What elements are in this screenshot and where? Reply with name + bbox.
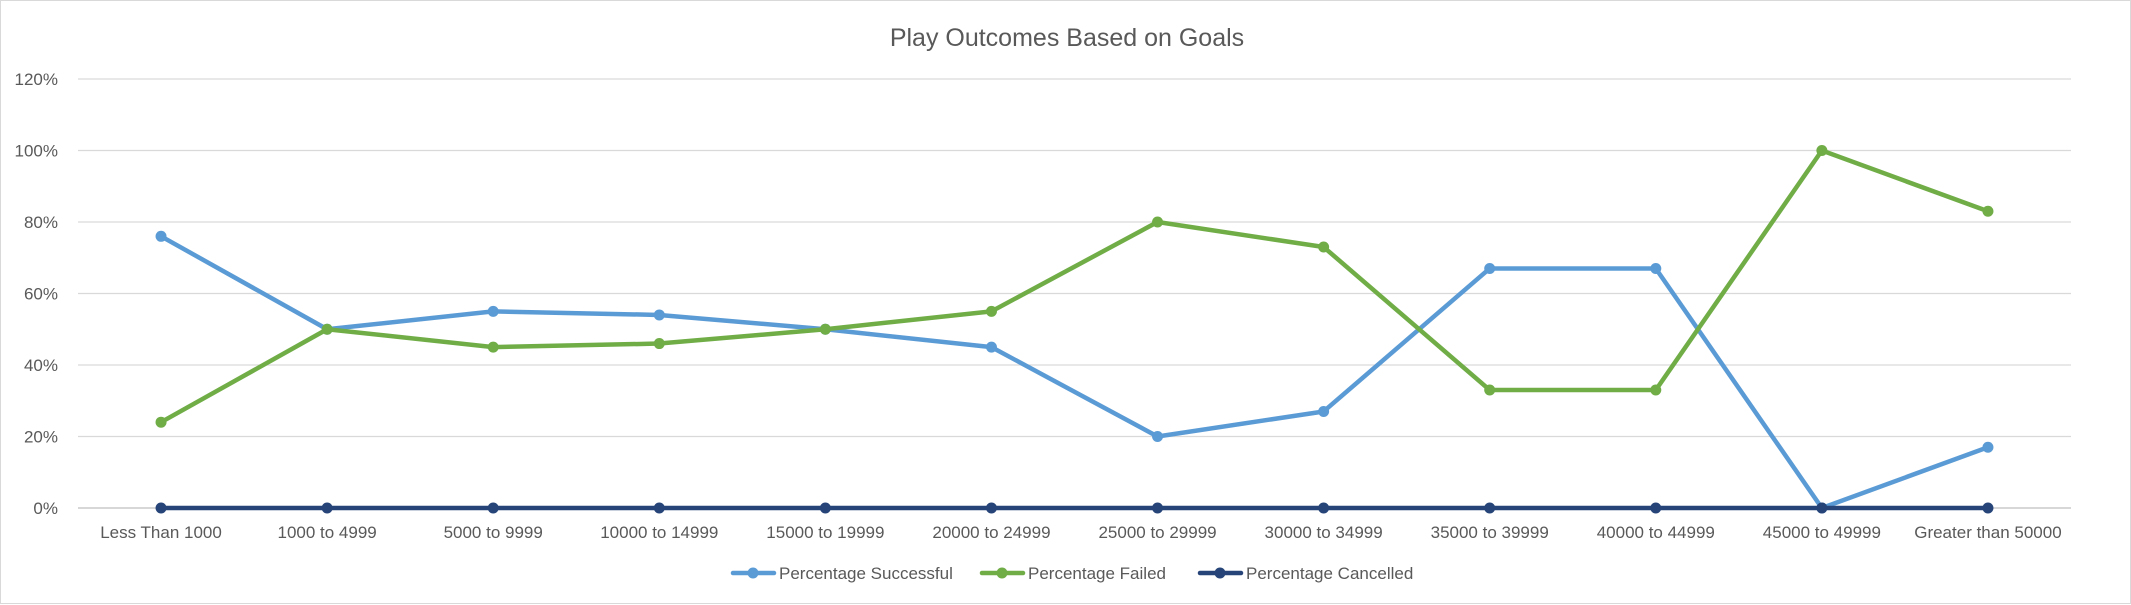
data-point — [321, 323, 333, 335]
data-point — [1982, 205, 1994, 217]
legend-item: Percentage Failed — [979, 564, 1166, 583]
x-tick-label: 5000 to 9999 — [444, 523, 543, 542]
y-tick-label: 100% — [15, 142, 58, 161]
x-tick-label: Less Than 1000 — [100, 523, 222, 542]
data-point — [1152, 431, 1164, 442]
data-point — [1152, 502, 1164, 514]
x-tick-label: 45000 to 49999 — [1763, 523, 1881, 542]
y-axis-ticks: 0% 20% 40% 60% 80% 100% 120% — [15, 70, 58, 518]
data-point — [155, 502, 167, 514]
legend-label: Percentage Successful — [779, 564, 953, 583]
data-point — [819, 323, 831, 335]
data-point — [1650, 262, 1662, 274]
data-point — [321, 502, 333, 514]
chart-title: Play Outcomes Based on Goals — [890, 24, 1244, 52]
legend-item: Percentage Cancelled — [1197, 564, 1413, 583]
data-point — [653, 309, 665, 321]
y-tick-label: 80% — [24, 213, 58, 232]
legend: Percentage Successful Percentage Failed Pe… — [730, 564, 1413, 583]
legend-marker — [1214, 567, 1226, 579]
data-point — [1816, 502, 1828, 514]
x-tick-label: Greater than 50000 — [1914, 523, 2061, 542]
x-tick-label: 10000 to 14999 — [600, 523, 718, 542]
series-group — [155, 230, 1994, 514]
y-tick-label: 40% — [24, 356, 58, 375]
x-tick-label: 25000 to 29999 — [1098, 523, 1216, 542]
data-point — [1152, 216, 1164, 228]
data-point — [1318, 241, 1330, 253]
x-axis-ticks: Less Than 1000 1000 to 4999 5000 to 9999 10… — [100, 523, 2061, 542]
legend-marker — [996, 567, 1008, 579]
legend-label: Percentage Failed — [1028, 564, 1166, 583]
x-tick-label: 35000 to 39999 — [1431, 523, 1549, 542]
series-group — [155, 502, 1994, 514]
legend-item: Percentage Successful — [730, 564, 953, 583]
grid-lines — [78, 78, 2071, 509]
data-point — [487, 502, 499, 514]
x-tick-label: 1000 to 4999 — [277, 523, 376, 542]
data-point — [653, 338, 665, 350]
data-point — [1484, 262, 1496, 274]
data-point — [1650, 502, 1662, 514]
x-tick-label: 20000 to 24999 — [932, 523, 1050, 542]
legend-label: Percentage Cancelled — [1246, 564, 1413, 583]
series-lines — [155, 145, 1994, 514]
series-line — [158, 234, 1991, 511]
y-tick-label: 20% — [24, 428, 58, 447]
data-point — [487, 341, 499, 353]
y-tick-label: 60% — [24, 285, 58, 304]
data-point — [1318, 502, 1330, 514]
data-point — [1982, 441, 1994, 453]
series-line — [158, 148, 1991, 425]
data-point — [985, 305, 997, 317]
data-point — [1982, 502, 1994, 514]
data-point — [1484, 502, 1496, 514]
data-point — [1484, 384, 1496, 396]
series-group — [155, 145, 1994, 428]
data-point — [155, 416, 167, 428]
data-point — [985, 502, 997, 514]
data-point — [1816, 145, 1828, 156]
y-tick-label: 0% — [33, 499, 58, 518]
x-tick-label: 15000 to 19999 — [766, 523, 884, 542]
y-tick-label: 120% — [15, 70, 58, 89]
data-point — [985, 341, 997, 353]
data-point — [155, 230, 167, 242]
legend-marker — [747, 567, 759, 579]
x-tick-label: 30000 to 34999 — [1265, 523, 1383, 542]
data-point — [1318, 405, 1330, 417]
data-point — [819, 502, 831, 514]
data-point — [1650, 384, 1662, 396]
data-point — [653, 502, 665, 514]
x-tick-label: 40000 to 44999 — [1597, 523, 1715, 542]
data-point — [487, 305, 499, 317]
